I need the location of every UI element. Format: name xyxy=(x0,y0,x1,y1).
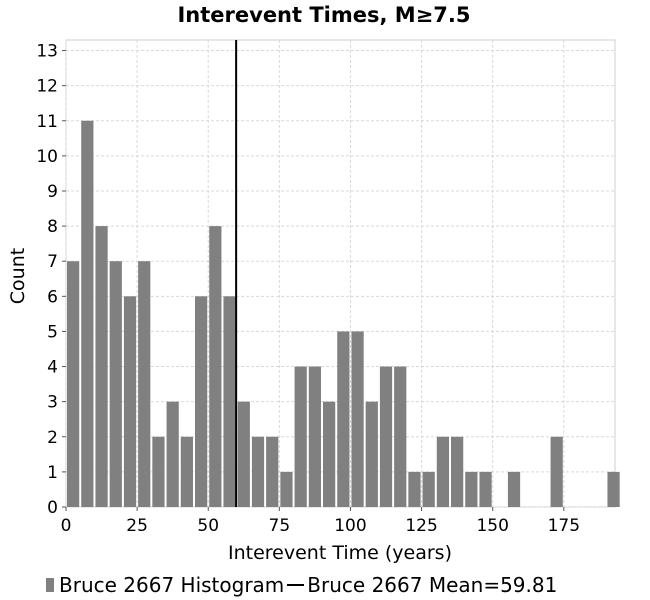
histogram-bar xyxy=(294,366,307,507)
histogram-bar xyxy=(138,261,151,507)
x-tick-label: 50 xyxy=(197,516,219,536)
y-tick-label: 11 xyxy=(36,112,58,132)
chart-title: Interevent Times, M≥7.5 xyxy=(177,3,470,27)
histogram-bar xyxy=(422,471,435,507)
histogram-bar xyxy=(81,120,94,507)
y-tick-label: 13 xyxy=(36,42,58,62)
histogram-bar xyxy=(166,401,179,507)
legend-histogram-swatch xyxy=(46,578,54,592)
histogram-bars xyxy=(67,120,620,507)
chart-legend: Bruce 2667 Histogram Bruce 2667 Mean=59.… xyxy=(46,571,557,599)
histogram-bar xyxy=(607,471,620,507)
x-tick-label: 125 xyxy=(405,516,437,536)
x-tick-label: 0 xyxy=(61,516,72,536)
y-axis-title: Count xyxy=(7,248,29,304)
histogram-bar xyxy=(109,261,122,507)
legend-mean-swatch xyxy=(287,584,305,586)
y-tick-label: 1 xyxy=(47,463,58,483)
histogram-bar xyxy=(337,331,350,507)
histogram-bar xyxy=(95,226,108,507)
y-tick-label: 10 xyxy=(36,147,58,167)
histogram-bar xyxy=(351,331,364,507)
y-tick-label: 5 xyxy=(47,322,58,342)
y-tick-label: 12 xyxy=(36,77,58,97)
histogram-bar xyxy=(308,366,322,507)
histogram-bar xyxy=(180,436,194,507)
x-tick-label: 150 xyxy=(476,516,508,536)
histogram-bar xyxy=(379,366,393,507)
histogram-bar xyxy=(408,471,421,507)
histogram-bar xyxy=(152,436,165,507)
x-axis-title: Interevent Time (years) xyxy=(228,542,452,564)
y-tick-label: 2 xyxy=(47,428,58,448)
histogram-bar xyxy=(323,401,336,507)
histogram-bar xyxy=(266,436,279,507)
histogram-bar xyxy=(209,226,222,507)
y-tick-label: 4 xyxy=(47,358,58,378)
histogram-bar xyxy=(237,401,250,507)
x-tick-label: 100 xyxy=(334,516,366,536)
y-tick-label: 3 xyxy=(47,393,58,413)
y-tick-label: 7 xyxy=(47,252,58,272)
histogram-bar xyxy=(280,471,293,507)
histogram-bar xyxy=(67,261,80,507)
histogram-bar xyxy=(123,296,137,507)
legend-mean-label: Bruce 2667 Mean=59.81 xyxy=(307,573,558,597)
y-tick-label: 8 xyxy=(47,217,58,237)
histogram-bar xyxy=(550,436,563,507)
x-tick-label: 75 xyxy=(269,516,291,536)
histogram-chart: Interevent Times, M≥7.5 0123456789101112… xyxy=(7,3,620,564)
histogram-bar xyxy=(507,471,521,507)
histogram-bar xyxy=(195,296,208,507)
histogram-bar xyxy=(365,401,378,507)
histogram-bar xyxy=(479,471,492,507)
legend-histogram-label: Bruce 2667 Histogram xyxy=(59,573,285,597)
histogram-bar xyxy=(465,471,478,507)
histogram-bar xyxy=(223,296,236,507)
histogram-bar xyxy=(394,366,407,507)
histogram-bar xyxy=(251,436,265,507)
y-tick-label: 6 xyxy=(47,287,58,307)
x-tick-label: 25 xyxy=(126,516,148,536)
histogram-bar xyxy=(451,436,464,507)
y-tick-label: 9 xyxy=(47,182,58,202)
y-tick-label: 0 xyxy=(47,498,58,518)
x-tick-label: 175 xyxy=(548,516,580,536)
histogram-bar xyxy=(436,436,450,507)
